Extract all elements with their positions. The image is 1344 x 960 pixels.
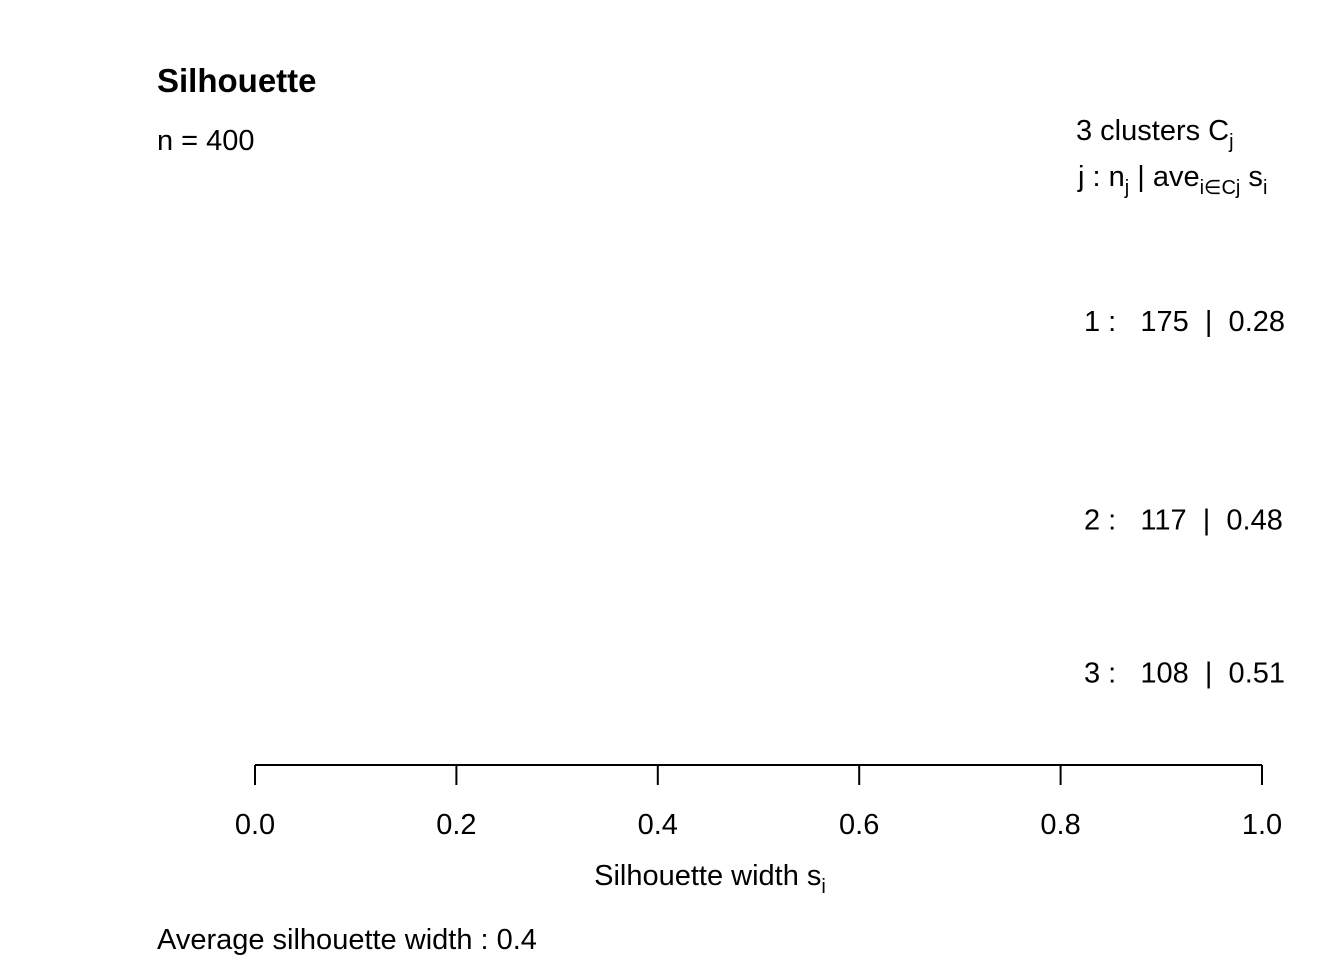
cluster-label-1: 1 : 175 | 0.28 <box>1084 306 1285 338</box>
x-tick-label: 0.0 <box>235 809 275 841</box>
x-tick-label: 0.4 <box>638 809 678 841</box>
average-silhouette-width: Average silhouette width : 0.4 <box>157 924 537 956</box>
legend-header-line2: j : nj | avei∈Cj si <box>1077 161 1267 199</box>
x-tick-label: 0.6 <box>839 809 879 841</box>
cluster-label-2: 2 : 117 | 0.48 <box>1084 504 1283 536</box>
legend-header-line1: 3 clusters Cj <box>1076 115 1234 153</box>
x-axis-label: Silhouette width si <box>594 860 826 898</box>
cluster-label-3: 3 : 108 | 0.51 <box>1084 658 1285 690</box>
x-tick-label: 0.2 <box>436 809 476 841</box>
chart-title: Silhouette <box>157 62 317 99</box>
x-axis: 0.0 0.2 0.4 0.6 0.8 1.0 <box>235 764 1282 841</box>
cluster-labels: 1 : 175 | 0.28 2 : 117 | 0.48 3 : 108 | 0.… <box>1084 306 1285 690</box>
x-tick-label: 0.8 <box>1040 809 1080 841</box>
chart-subtitle: n = 400 <box>157 125 255 157</box>
x-tick-label: 1.0 <box>1242 809 1282 841</box>
